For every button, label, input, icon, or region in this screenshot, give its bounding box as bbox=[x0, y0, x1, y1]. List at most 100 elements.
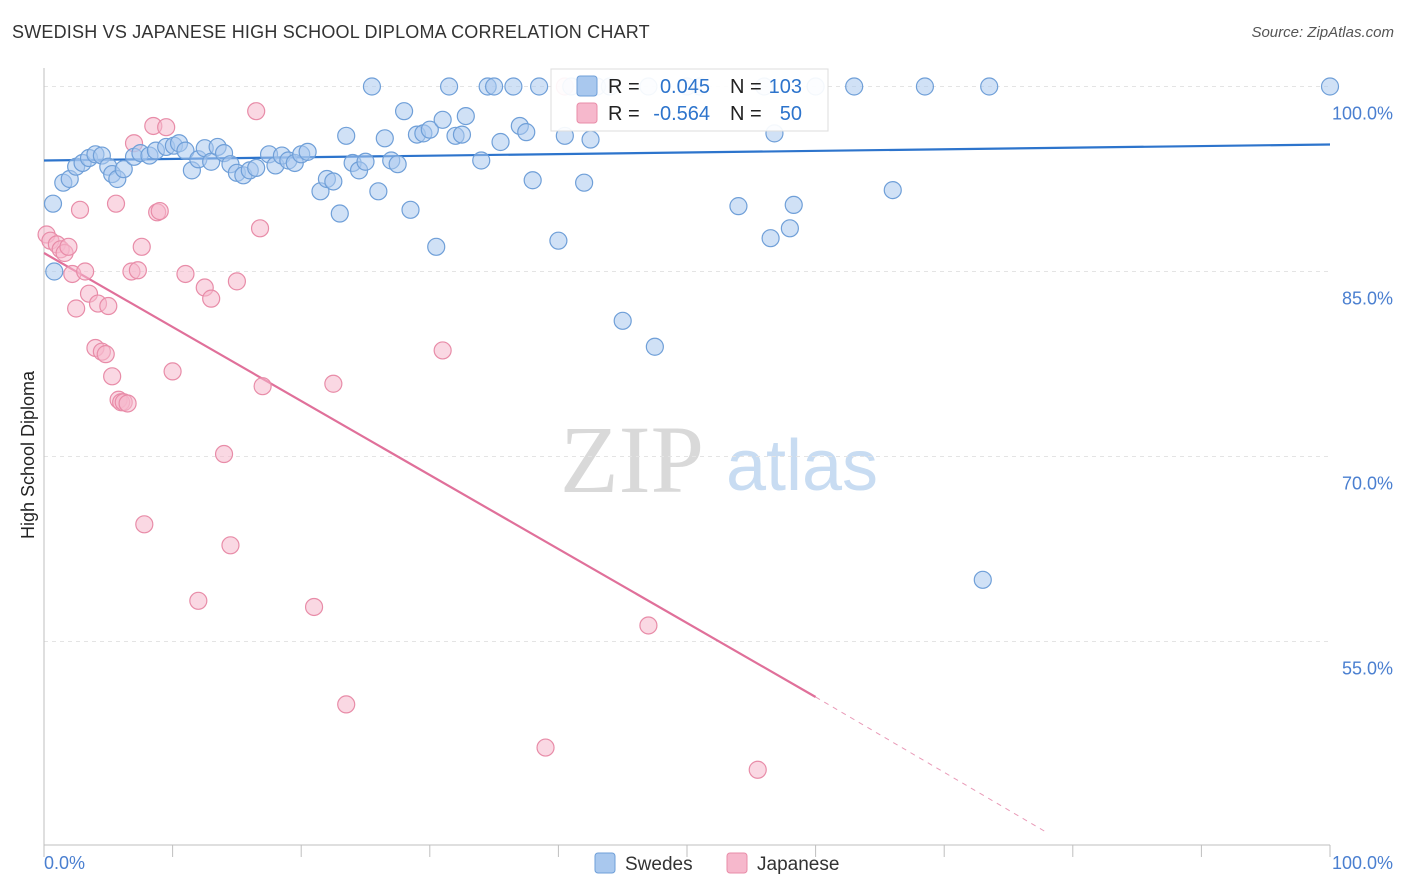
data-point-japanese bbox=[304, 597, 324, 617]
data-point-swedes bbox=[369, 182, 388, 201]
y-tick-label: 70.0% bbox=[1342, 474, 1393, 494]
legend-r-label-japanese: R = bbox=[608, 103, 640, 125]
bottom-legend-label-swedes: Swedes bbox=[625, 854, 693, 875]
legend-n-value-japanese: 50 bbox=[780, 103, 802, 125]
data-point-swedes bbox=[973, 570, 992, 589]
data-point-japanese bbox=[176, 264, 195, 284]
data-point-swedes bbox=[452, 125, 472, 144]
data-point-swedes bbox=[485, 77, 504, 96]
data-point-swedes bbox=[761, 229, 780, 248]
data-point-swedes bbox=[517, 123, 536, 142]
stats-legend: R = 0.045 N = 103 R = -0.564 N = 50 bbox=[550, 68, 829, 132]
bottom-legend-swatch-japanese bbox=[726, 852, 748, 874]
data-point-japanese bbox=[67, 299, 86, 318]
data-point-japanese bbox=[536, 738, 555, 757]
data-point-japanese bbox=[103, 367, 122, 386]
data-point-japanese bbox=[202, 289, 221, 308]
trend-line-japanese-extension bbox=[815, 696, 1048, 834]
data-point-swedes bbox=[613, 311, 632, 330]
y-tick-label: 85.0% bbox=[1342, 289, 1393, 309]
legend-r-label-swedes: R = bbox=[608, 76, 640, 98]
chart-title: SWEDISH VS JAPANESE HIGH SCHOOL DIPLOMA … bbox=[12, 22, 650, 42]
bottom-legend-label-japanese: Japanese bbox=[757, 854, 839, 875]
data-point-japanese bbox=[250, 219, 270, 238]
chart-source: Source: ZipAtlas.com bbox=[1251, 24, 1394, 41]
data-point-swedes bbox=[784, 195, 803, 214]
data-point-swedes bbox=[356, 152, 375, 171]
data-point-japanese bbox=[157, 118, 176, 137]
data-point-japanese bbox=[118, 394, 137, 413]
data-point-swedes bbox=[549, 231, 568, 250]
data-point-swedes bbox=[980, 77, 999, 96]
y-axis-tick-labels: 55.0% 70.0% 85.0% 100.0% bbox=[1332, 104, 1393, 679]
data-point-swedes bbox=[375, 129, 394, 148]
data-point-japanese bbox=[639, 616, 658, 635]
data-point-swedes bbox=[247, 158, 266, 177]
data-point-japanese bbox=[227, 272, 246, 291]
y-axis-title: High School Diploma bbox=[18, 370, 38, 539]
data-point-swedes bbox=[433, 110, 452, 129]
data-point-japanese bbox=[128, 261, 147, 280]
x-axis-ticks bbox=[43, 845, 1331, 857]
data-point-japanese bbox=[99, 296, 118, 316]
data-point-japanese bbox=[748, 760, 767, 779]
data-point-japanese bbox=[189, 591, 208, 610]
data-point-japanese bbox=[337, 695, 356, 714]
data-point-swedes bbox=[176, 141, 195, 160]
legend-r-value-swedes: 0.045 bbox=[660, 76, 710, 98]
data-point-japanese bbox=[324, 374, 343, 393]
data-point-swedes bbox=[388, 155, 407, 174]
data-point-swedes bbox=[780, 219, 799, 238]
legend-swatch-swedes bbox=[576, 75, 598, 97]
legend-n-label-swedes: N = bbox=[730, 76, 762, 98]
data-point-swedes bbox=[575, 173, 594, 192]
bottom-legend: Swedes Japanese bbox=[594, 852, 839, 875]
data-point-swedes bbox=[43, 194, 63, 213]
data-point-japanese bbox=[214, 444, 234, 464]
data-point-swedes bbox=[439, 77, 459, 96]
data-point-swedes bbox=[114, 160, 133, 179]
data-point-japanese bbox=[76, 262, 95, 281]
data-point-japanese bbox=[253, 377, 272, 396]
data-point-swedes bbox=[324, 172, 343, 191]
data-point-swedes bbox=[330, 204, 349, 223]
data-point-swedes bbox=[420, 120, 439, 139]
data-point-swedes bbox=[456, 106, 475, 126]
data-point-swedes bbox=[45, 262, 64, 281]
legend-r-value-japanese: -0.564 bbox=[653, 103, 710, 125]
data-point-swedes bbox=[530, 77, 549, 96]
data-point-japanese bbox=[247, 102, 266, 121]
data-point-swedes bbox=[472, 151, 491, 170]
data-point-japanese bbox=[132, 237, 151, 256]
watermark-atlas: atlas bbox=[726, 426, 878, 506]
data-point-japanese bbox=[106, 194, 126, 213]
bottom-legend-swatch-swedes bbox=[594, 852, 616, 874]
x-tick-label-max: 100.0% bbox=[1332, 853, 1393, 873]
data-point-swedes bbox=[504, 77, 523, 96]
legend-n-label-japanese: N = bbox=[730, 103, 762, 125]
data-point-japanese bbox=[135, 515, 154, 534]
watermark-zip: ZIP bbox=[560, 406, 704, 513]
data-point-japanese bbox=[221, 536, 240, 555]
data-point-japanese bbox=[59, 237, 78, 256]
data-point-swedes bbox=[491, 132, 510, 152]
data-point-swedes bbox=[394, 102, 414, 121]
data-point-swedes bbox=[883, 181, 902, 200]
trend-lines bbox=[43, 143, 1331, 834]
data-point-japanese bbox=[433, 341, 452, 360]
data-point-japanese bbox=[70, 200, 90, 219]
data-point-swedes bbox=[645, 337, 664, 356]
legend-n-value-swedes: 103 bbox=[769, 76, 802, 98]
data-point-swedes bbox=[523, 171, 542, 190]
data-point-swedes bbox=[915, 77, 935, 96]
data-point-swedes bbox=[427, 237, 446, 256]
data-point-japanese bbox=[150, 201, 169, 221]
trend-line-swedes bbox=[43, 143, 1331, 162]
data-point-japanese bbox=[163, 362, 182, 381]
trend-line-japanese bbox=[43, 252, 817, 698]
series-japanese-points bbox=[37, 77, 767, 779]
data-point-swedes bbox=[845, 77, 864, 96]
legend-swatch-japanese bbox=[576, 102, 598, 124]
data-point-swedes bbox=[401, 200, 420, 219]
